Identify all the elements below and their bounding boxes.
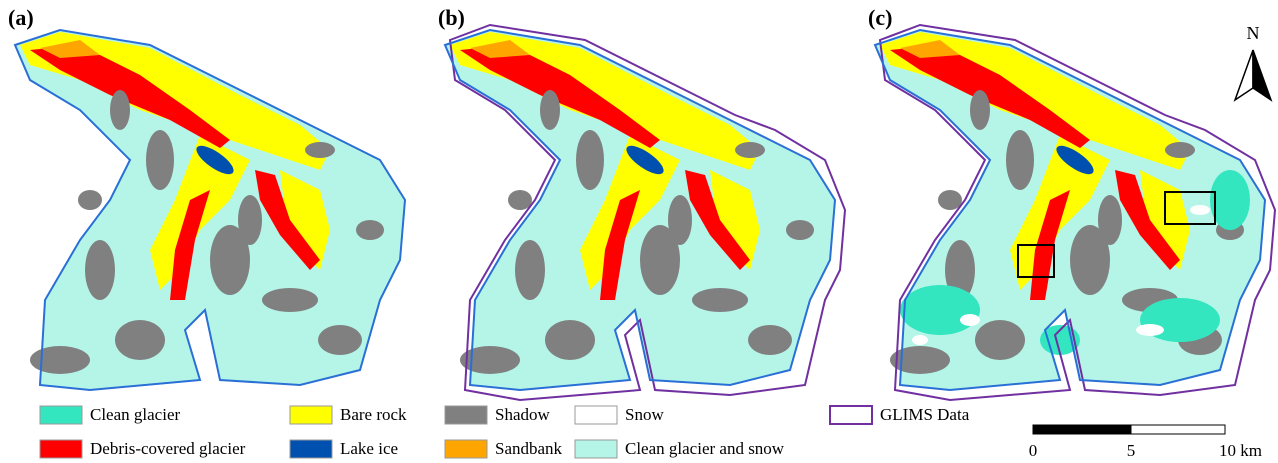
panel-label: (b) <box>438 5 465 30</box>
legend-swatch <box>445 406 487 424</box>
legend-label: Snow <box>625 405 664 424</box>
panel-label: (c) <box>868 5 892 30</box>
legend-swatch <box>830 406 872 424</box>
legend-swatch <box>40 406 82 424</box>
legend-label: Shadow <box>495 405 551 424</box>
north-arrow: N <box>1235 23 1271 100</box>
legend-swatch <box>575 440 617 458</box>
legend-label: Bare rock <box>340 405 407 424</box>
scale-label: 0 <box>1029 441 1038 460</box>
legend-label: Debris-covered glacier <box>90 439 246 458</box>
legend-swatch <box>40 440 82 458</box>
panel-b: (b) <box>438 5 845 400</box>
panel-c: (c) N <box>868 5 1275 400</box>
figure: (a) (b) (c) N Clean glacier Debris-covere… <box>0 0 1278 463</box>
scale-bar: 0 5 10 km <box>1029 425 1262 460</box>
scale-label: 5 <box>1127 441 1136 460</box>
legend: Clean glacier Debris-covered glacier Bare … <box>40 405 970 458</box>
legend-label: Sandbank <box>495 439 563 458</box>
panel-label: (a) <box>8 5 34 30</box>
legend-swatch <box>445 440 487 458</box>
legend-label: Clean glacier <box>90 405 180 424</box>
scale-label: 10 km <box>1219 441 1262 460</box>
legend-label: GLIMS Data <box>880 405 970 424</box>
legend-swatch <box>290 440 332 458</box>
panel-a: (a) <box>8 5 405 390</box>
legend-swatch <box>290 406 332 424</box>
legend-label: Clean glacier and snow <box>625 439 785 458</box>
north-label: N <box>1247 23 1260 43</box>
legend-label: Lake ice <box>340 439 398 458</box>
legend-swatch <box>575 406 617 424</box>
